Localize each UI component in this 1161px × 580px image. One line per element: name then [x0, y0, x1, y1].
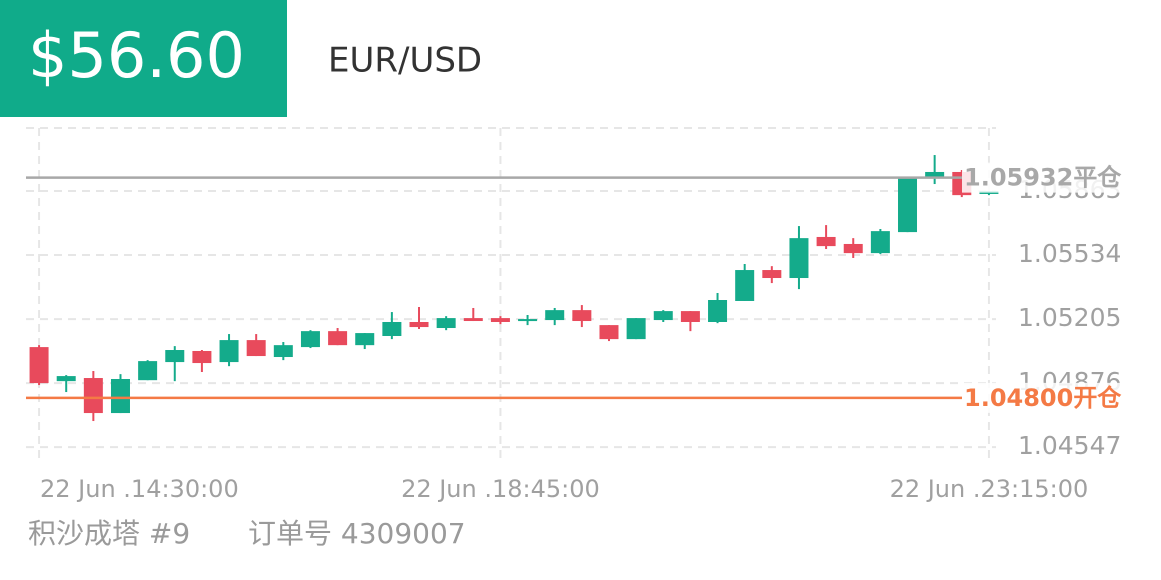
candle-body [409, 321, 429, 328]
candle-body [273, 345, 293, 358]
candle-body [708, 300, 728, 322]
price-badge [0, 0, 287, 117]
candle-body [246, 340, 266, 357]
reference-label-bg [962, 162, 1122, 193]
candle-body [382, 321, 402, 337]
candle-body [843, 243, 863, 254]
candle-body [355, 333, 375, 346]
candle-body [816, 236, 836, 247]
candle-body [110, 379, 130, 414]
y-tick-label: 1.04547 [1018, 431, 1121, 460]
candle-body [735, 270, 755, 301]
candle-body [165, 350, 185, 363]
chart-title: EUR/USD [328, 41, 482, 81]
candle-body [463, 318, 483, 322]
y-tick-label: 1.05205 [1018, 303, 1121, 332]
candle-body [219, 340, 239, 363]
reference-label: 1.05932平仓 [964, 164, 1122, 192]
candle-body [870, 231, 890, 254]
candle-body [328, 331, 348, 346]
candle-body [572, 310, 592, 322]
plot [29, 155, 999, 422]
reference-label: 1.04800开仓 [964, 384, 1122, 412]
candle-body [192, 350, 212, 364]
candle-body [898, 178, 918, 233]
reference-label-bg [962, 382, 1122, 413]
x-tick-label: 22 Jun .23:15:00 [890, 475, 1089, 503]
candle-body [29, 347, 49, 384]
candle-body [789, 238, 809, 279]
candle-body [56, 376, 76, 382]
candle-body [762, 270, 782, 279]
footer-order: 订单号 4309007 [248, 517, 466, 550]
candle-body [925, 171, 945, 179]
candle-body [680, 311, 700, 322]
candle-body [490, 318, 510, 322]
x-tick-label: 22 Jun .14:30:00 [40, 475, 239, 503]
candle-body [599, 325, 619, 340]
candle-body [138, 361, 158, 381]
candle-body [300, 331, 320, 348]
reference-lines: 1.05932平仓 1.04800开仓 [26, 162, 1122, 413]
candle-body [653, 311, 673, 321]
price: $56.60 [28, 19, 245, 92]
footer-name: 积沙成塔 #9 [28, 517, 190, 550]
candle-body [83, 378, 103, 414]
candle-body [436, 318, 456, 329]
candle-body [518, 319, 538, 322]
candle-body [545, 310, 565, 321]
candle-body [626, 318, 646, 340]
x-tick-label: 22 Jun .18:45:00 [401, 475, 600, 503]
y-tick-label: 1.05534 [1018, 239, 1121, 268]
